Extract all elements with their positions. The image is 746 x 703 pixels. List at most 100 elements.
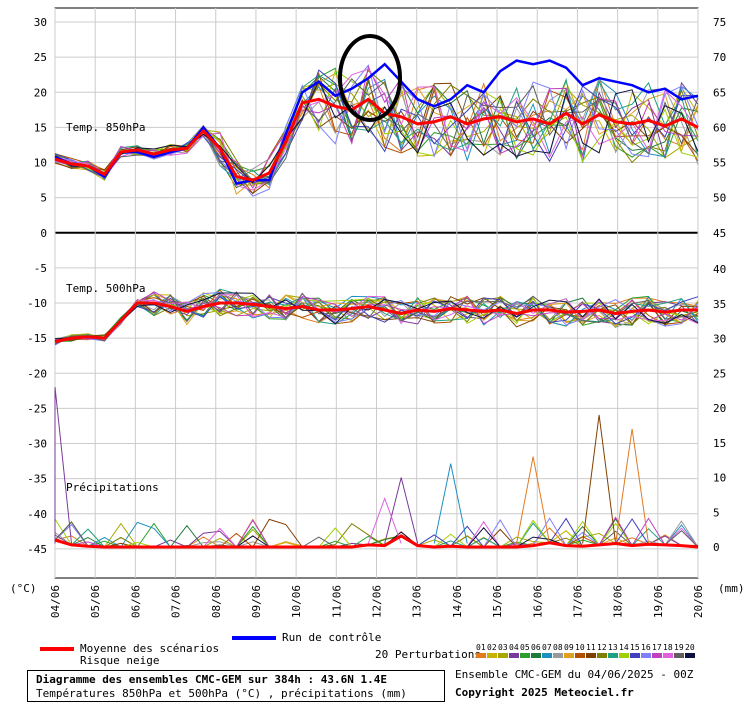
x-tick-label: 08/06 bbox=[210, 585, 223, 618]
left-tick-label: 0 bbox=[40, 227, 47, 240]
panel-label-t500: Temp. 500hPa bbox=[66, 282, 145, 295]
right-axis-unit: (mm) bbox=[718, 582, 745, 595]
member-t850-line bbox=[54, 69, 699, 185]
legend-member-swatch bbox=[674, 653, 684, 658]
right-tick-label: 10 bbox=[713, 472, 726, 485]
right-tick-label: 65 bbox=[713, 86, 726, 99]
member-precip-spike bbox=[433, 463, 468, 544]
legend-perturbations-label: 20 Perturbations bbox=[375, 648, 481, 661]
legend-member-swatch bbox=[652, 653, 662, 658]
x-tick-label: 17/06 bbox=[571, 585, 584, 618]
x-tick-label: 12/06 bbox=[371, 585, 384, 618]
right-tick-label: 60 bbox=[713, 121, 726, 134]
legend-member-swatch bbox=[586, 653, 596, 658]
right-tick-label: 15 bbox=[713, 437, 726, 450]
left-tick-label: 30 bbox=[34, 16, 47, 29]
x-tick-label: 19/06 bbox=[652, 585, 665, 618]
x-tick-label: 16/06 bbox=[531, 585, 544, 618]
left-tick-label: -25 bbox=[27, 402, 47, 415]
legend-member-swatch bbox=[663, 653, 673, 658]
legend-snow-label: Risque neige bbox=[80, 654, 159, 667]
right-tick-label: 45 bbox=[713, 227, 726, 240]
right-tick-label: 5 bbox=[713, 506, 720, 519]
x-tick-label: 09/06 bbox=[250, 585, 263, 618]
legend-member-id: 08 bbox=[553, 643, 563, 652]
legend-mean-label: Moyenne des scénarios bbox=[80, 642, 219, 655]
axes: 302520151050-5-10-15-20-25-30-35-40-4575… bbox=[10, 16, 745, 618]
legend-member-id: 07 bbox=[542, 643, 552, 652]
legend-member-id: 15 bbox=[630, 643, 640, 652]
member-precip-spike bbox=[367, 496, 402, 544]
legend-member-id: 18 bbox=[663, 643, 673, 652]
legend-member-swatch bbox=[575, 653, 585, 658]
legend-member-swatch bbox=[597, 653, 607, 658]
member-precip-spike bbox=[582, 414, 617, 544]
member-t500-line bbox=[54, 294, 699, 344]
mean-t850-line bbox=[54, 97, 699, 182]
member-precip-spike bbox=[54, 387, 72, 544]
x-tick-label: 18/06 bbox=[612, 585, 625, 618]
legend-member-swatch bbox=[641, 653, 651, 658]
legend-member-id: 04 bbox=[509, 643, 519, 652]
member-precip-spike bbox=[516, 456, 551, 544]
left-tick-label: -5 bbox=[34, 262, 47, 275]
legend-member-id: 20 bbox=[685, 643, 695, 652]
x-tick-label: 14/06 bbox=[451, 585, 464, 618]
labels: Temp. 850hPa Temp. 500hPa Précipitations bbox=[66, 121, 159, 494]
legend-member-swatch bbox=[476, 653, 486, 658]
legend-member-id: 19 bbox=[674, 643, 684, 652]
right-tick-label: 30 bbox=[713, 333, 726, 346]
x-tick-label: 13/06 bbox=[411, 585, 424, 618]
legend-member-swatch bbox=[564, 653, 574, 658]
right-tick-label: 75 bbox=[713, 16, 726, 29]
legend-member-swatch bbox=[630, 653, 640, 658]
right-tick-label: 20 bbox=[713, 402, 726, 415]
left-tick-label: 20 bbox=[34, 86, 47, 99]
x-tick-label: 04/06 bbox=[49, 585, 62, 618]
legend-member-id: 05 bbox=[520, 643, 530, 652]
panel-label-precip: Précipitations bbox=[66, 481, 159, 494]
left-tick-label: 25 bbox=[34, 51, 47, 64]
legend-member-swatch bbox=[553, 653, 563, 658]
x-tick-label: 20/06 bbox=[692, 585, 705, 618]
control-run-line bbox=[54, 59, 699, 186]
left-tick-label: -30 bbox=[27, 438, 47, 451]
left-tick-label: 5 bbox=[40, 192, 47, 205]
panel-label-t850: Temp. 850hPa bbox=[66, 121, 145, 134]
right-tick-label: 70 bbox=[713, 51, 726, 64]
legend-member-id: 13 bbox=[608, 643, 618, 652]
right-tick-label: 50 bbox=[713, 192, 726, 205]
right-tick-label: 55 bbox=[713, 157, 726, 170]
member-t500-line bbox=[54, 292, 699, 340]
x-tick-label: 06/06 bbox=[129, 585, 142, 618]
left-tick-label: -40 bbox=[27, 508, 47, 521]
mean-t500-line bbox=[54, 301, 698, 344]
legend-member-swatch bbox=[531, 653, 541, 658]
legend-member-swatch bbox=[542, 653, 552, 658]
left-tick-label: -20 bbox=[27, 367, 47, 380]
member-precip-spike bbox=[384, 477, 419, 544]
x-tick-label: 11/06 bbox=[330, 585, 343, 618]
legend-member-swatch bbox=[685, 653, 695, 658]
legend-member-swatch bbox=[608, 653, 618, 658]
chart-title: Diagramme des ensembles CMC-GEM sur 384h… bbox=[36, 673, 387, 686]
legend-member-id: 06 bbox=[531, 643, 541, 652]
legend-member-id: 17 bbox=[652, 643, 662, 652]
member-t850-line bbox=[54, 69, 699, 185]
legend-member-swatch bbox=[498, 653, 508, 658]
member-t500-line bbox=[54, 296, 699, 342]
left-axis-unit: (°C) bbox=[10, 582, 37, 595]
member-precip-spike bbox=[615, 428, 649, 544]
legend-member-id: 10 bbox=[575, 643, 585, 652]
series bbox=[54, 59, 699, 549]
left-tick-label: -10 bbox=[27, 297, 47, 310]
left-tick-label: -15 bbox=[27, 332, 47, 345]
legend-member-swatch bbox=[520, 653, 530, 658]
right-tick-label: 0 bbox=[713, 541, 720, 554]
legend-member-id: 12 bbox=[597, 643, 607, 652]
legend-member-id: 11 bbox=[586, 643, 596, 652]
x-tick-label: 05/06 bbox=[89, 585, 102, 618]
legend-member-id: 03 bbox=[498, 643, 508, 652]
left-tick-label: -45 bbox=[27, 543, 47, 556]
left-tick-label: 15 bbox=[34, 121, 47, 134]
